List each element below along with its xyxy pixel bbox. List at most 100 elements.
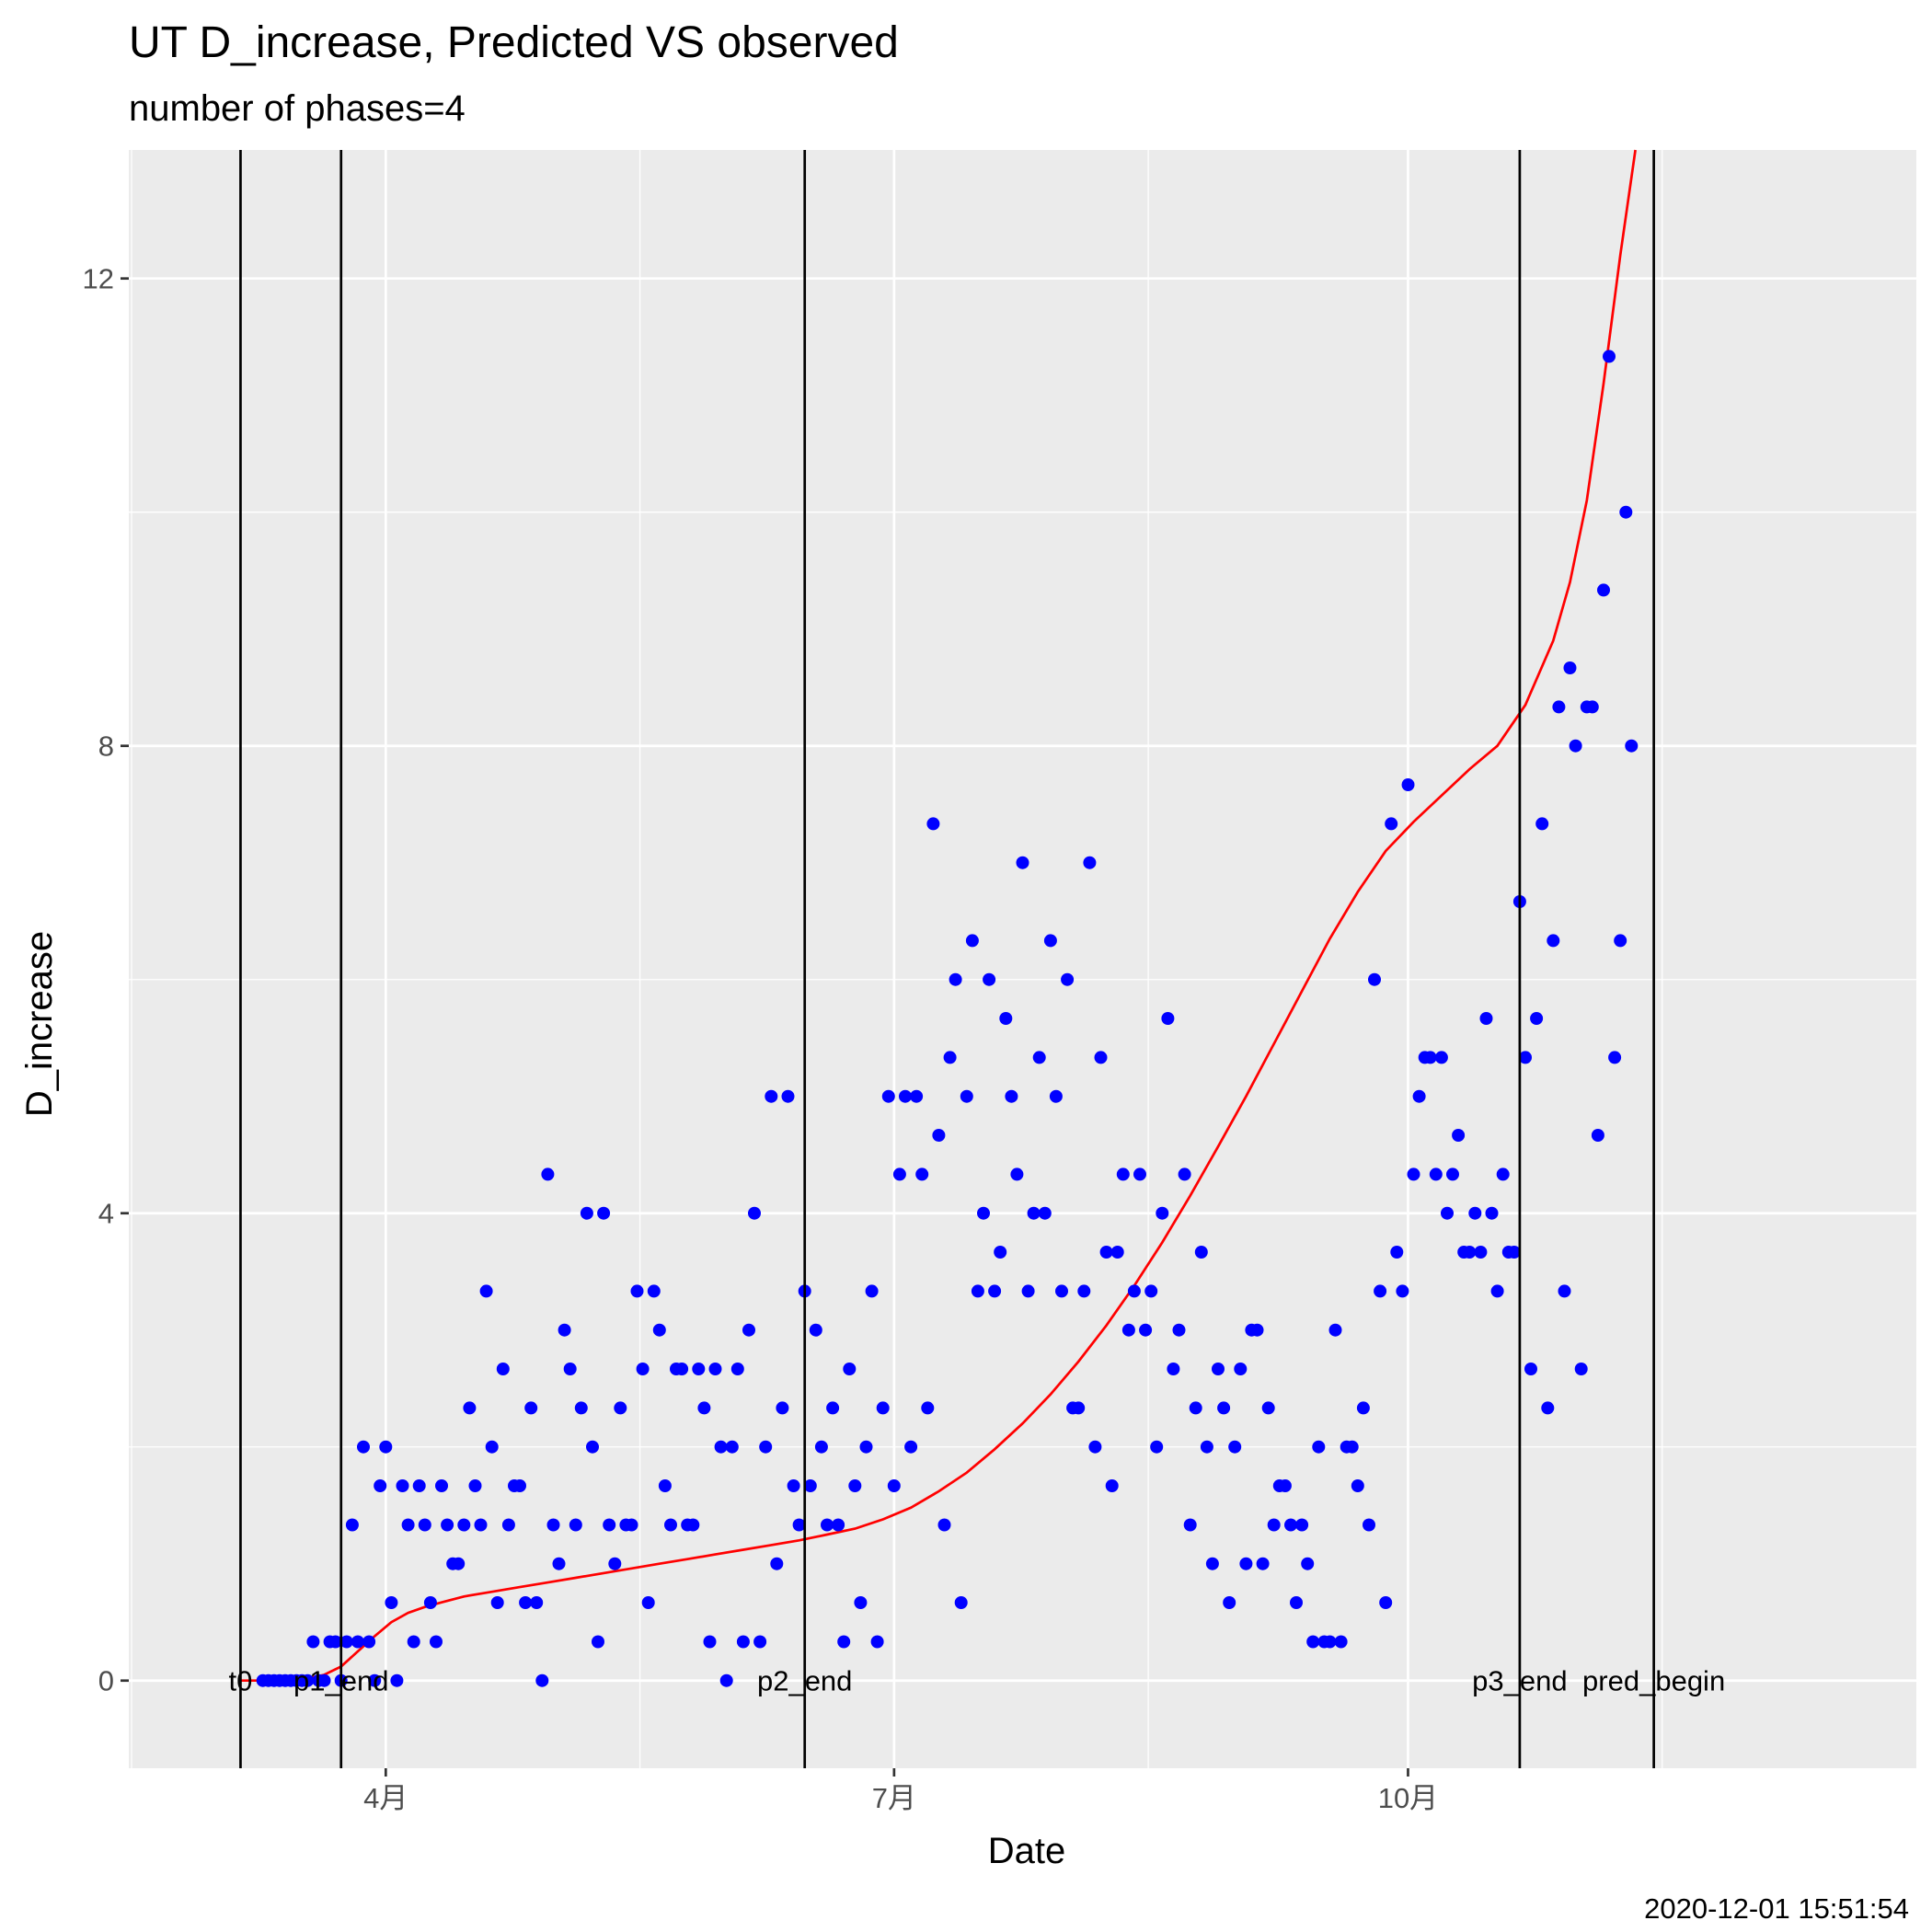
observed-point [614,1401,627,1415]
observed-point [569,1518,582,1532]
observed-point [730,1363,744,1375]
observed-point [1099,1246,1113,1259]
observed-point [1161,1012,1175,1025]
observed-point [479,1284,493,1298]
observed-point [1368,972,1381,986]
observed-series [256,350,1639,1687]
observed-point [1434,1051,1448,1064]
observed-point [809,1323,822,1337]
x-tick-label: 4月 [363,1782,408,1814]
observed-point [870,1635,884,1649]
observed-point [787,1479,800,1492]
observed-point [592,1635,604,1649]
observed-point [664,1518,677,1532]
observed-point [1083,856,1097,869]
observed-point [954,1596,968,1609]
observed-point [603,1518,616,1532]
observed-point [759,1440,773,1454]
observed-point [1172,1323,1186,1337]
observed-point [753,1635,767,1649]
y-tick-label: 8 [98,730,114,763]
observed-point [641,1596,655,1609]
observed-point [1614,934,1627,948]
phase-label: p2_end [757,1665,852,1697]
observed-point [1094,1051,1108,1064]
observed-point [1345,1440,1359,1454]
observed-point [910,1089,924,1103]
observed-point [357,1440,370,1454]
observed-point [1049,1089,1063,1103]
observed-point [658,1479,672,1492]
observed-point [983,972,996,986]
observed-point [1619,505,1633,519]
observed-point [1530,1012,1544,1025]
observed-point [1144,1284,1158,1298]
observed-point [1016,856,1029,869]
observed-point [1301,1557,1315,1570]
phase-label: p3_end [1472,1665,1567,1697]
observed-point [1167,1363,1180,1375]
observed-point [379,1440,393,1454]
observed-point [814,1440,828,1454]
observed-point [1133,1167,1146,1181]
observed-point [1519,1051,1532,1064]
observed-point [697,1401,711,1415]
observed-point [351,1635,364,1649]
observed-point [317,1673,331,1687]
observed-point [306,1635,320,1649]
observed-point [652,1323,666,1337]
x-tick-label: 10月 [1378,1782,1438,1814]
observed-point [1412,1089,1426,1103]
observed-point [1423,1051,1437,1064]
observed-point [1194,1246,1208,1259]
observed-point [1005,1089,1018,1103]
observed-point [1021,1284,1035,1298]
observed-point [708,1363,722,1375]
observed-point [1563,661,1577,674]
observed-point [892,1167,906,1181]
observed-point [630,1284,644,1298]
observed-point [876,1401,890,1415]
observed-point [1027,1206,1041,1220]
observed-point [1306,1635,1320,1649]
observed-point [837,1635,851,1649]
observed-point [524,1401,538,1415]
observed-point [1441,1206,1454,1220]
observed-point [374,1479,387,1492]
observed-point [513,1479,526,1492]
observed-point [1569,739,1582,753]
observed-point [1156,1206,1169,1220]
observed-point [574,1401,588,1415]
observed-point [1178,1167,1191,1181]
y-axis-title: D_increase [19,931,60,1117]
observed-point [1205,1557,1219,1570]
observed-point [1625,739,1639,753]
observed-point [412,1479,426,1492]
observed-point [994,1246,1007,1259]
observed-point [881,1089,895,1103]
observed-point [468,1479,482,1492]
observed-point [1328,1323,1342,1337]
observed-point [1212,1363,1225,1375]
y-tick-label: 12 [83,263,114,295]
observed-point [1200,1440,1213,1454]
x-axis-title: Date [988,1831,1066,1871]
observed-point [1597,583,1610,597]
observed-point [977,1206,990,1220]
observed-point [441,1518,454,1532]
observed-point [865,1284,879,1298]
observed-point [1061,972,1075,986]
observed-point [463,1401,477,1415]
observed-point [1088,1440,1102,1454]
observed-point [1239,1557,1253,1570]
observed-point [485,1440,499,1454]
observed-point [937,1518,951,1532]
observed-point [1363,1518,1375,1532]
observed-point [1127,1284,1141,1298]
observed-point [832,1518,845,1532]
observed-point [1407,1167,1420,1181]
observed-point [401,1518,415,1532]
observed-point [435,1479,448,1492]
observed-point [792,1518,806,1532]
observed-point [714,1440,728,1454]
